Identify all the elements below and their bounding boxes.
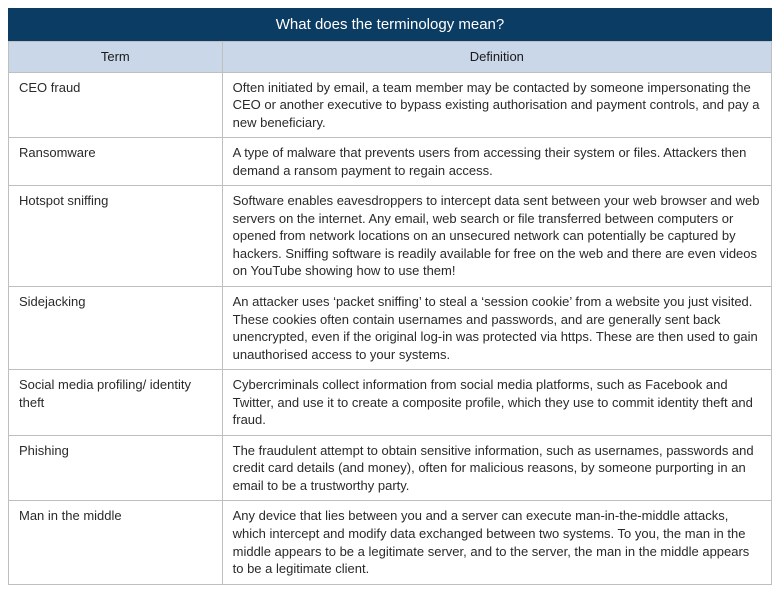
term-cell: Ransomware: [9, 138, 223, 186]
definition-cell: An attacker uses ‘packet sniffing’ to st…: [222, 287, 771, 370]
table-body: CEO fraudOften initiated by email, a tea…: [9, 72, 772, 584]
definition-cell: Often initiated by email, a team member …: [222, 72, 771, 138]
definition-cell: Any device that lies between you and a s…: [222, 501, 771, 584]
column-header-term: Term: [9, 42, 223, 73]
term-cell: CEO fraud: [9, 72, 223, 138]
table-row: RansomwareA type of malware that prevent…: [9, 138, 772, 186]
table-row: CEO fraudOften initiated by email, a tea…: [9, 72, 772, 138]
term-cell: Hotspot sniffing: [9, 186, 223, 287]
definition-cell: Cybercriminals collect information from …: [222, 370, 771, 436]
table-title: What does the terminology mean?: [8, 8, 772, 41]
term-cell: Phishing: [9, 435, 223, 501]
term-cell: Social media profiling/ identity theft: [9, 370, 223, 436]
table-row: Social media profiling/ identity theftCy…: [9, 370, 772, 436]
definition-cell: A type of malware that prevents users fr…: [222, 138, 771, 186]
column-header-definition: Definition: [222, 42, 771, 73]
table-row: PhishingThe fraudulent attempt to obtain…: [9, 435, 772, 501]
table-row: Man in the middleAny device that lies be…: [9, 501, 772, 584]
table-row: SidejackingAn attacker uses ‘packet snif…: [9, 287, 772, 370]
term-cell: Man in the middle: [9, 501, 223, 584]
header-row: Term Definition: [9, 42, 772, 73]
definition-cell: Software enables eavesdroppers to interc…: [222, 186, 771, 287]
terminology-table: Term Definition CEO fraudOften initiated…: [8, 41, 772, 585]
table-row: Hotspot sniffingSoftware enables eavesdr…: [9, 186, 772, 287]
term-cell: Sidejacking: [9, 287, 223, 370]
definition-cell: The fraudulent attempt to obtain sensiti…: [222, 435, 771, 501]
